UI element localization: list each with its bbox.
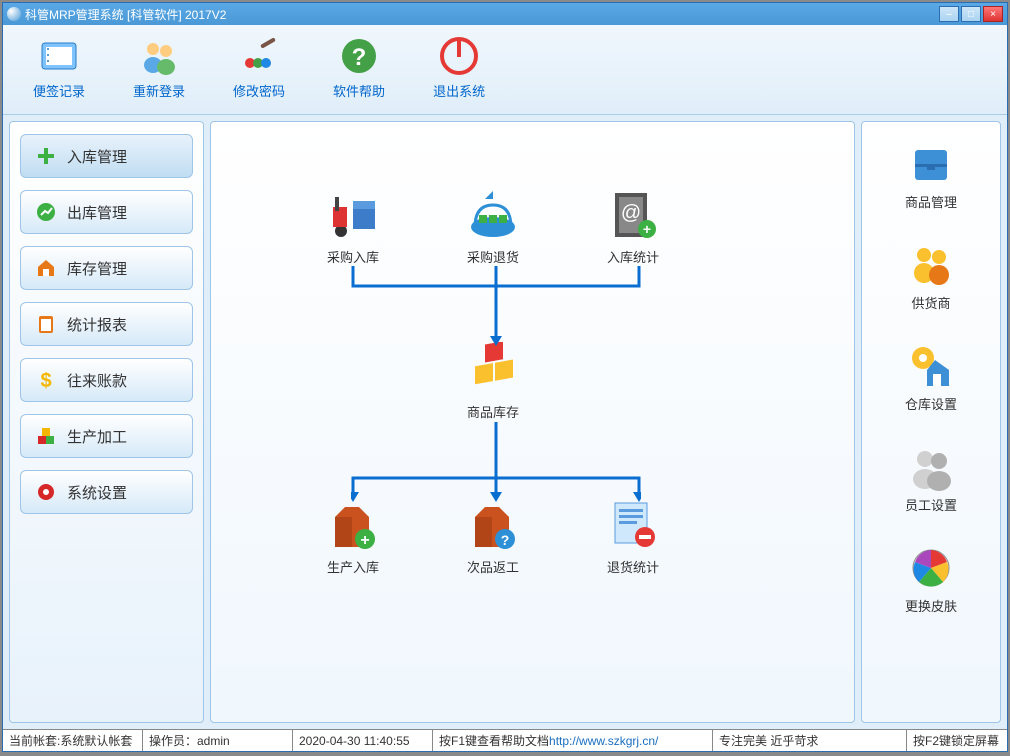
password-icon — [238, 35, 280, 77]
production-icon — [35, 425, 57, 447]
sidebar-item-label: 生产加工 — [67, 426, 127, 447]
purchase-return-icon — [465, 187, 521, 243]
close-button[interactable]: × — [983, 6, 1003, 22]
relogin-button[interactable]: 重新登录 — [133, 35, 185, 104]
flow-label: 入库统计 — [607, 247, 659, 266]
right-label: 供货商 — [911, 293, 950, 312]
sidebar-item-outbound[interactable]: 出库管理 — [20, 190, 193, 234]
flow-defect-return[interactable]: ? 次品返工 — [465, 497, 521, 576]
right-label: 员工设置 — [905, 495, 957, 514]
notes-label: 便签记录 — [33, 81, 85, 100]
products-icon — [907, 140, 955, 188]
sidebar-item-reports[interactable]: 统计报表 — [20, 302, 193, 346]
accounts-icon: $ — [35, 369, 57, 391]
inbound-icon — [35, 145, 57, 167]
help-button[interactable]: ? 软件帮助 — [333, 35, 385, 104]
title-bar: 科管MRP管理系统 [科管软件] 2017V2 – □ × — [3, 3, 1007, 25]
help-link[interactable]: http://www.szkgrj.cn/ — [549, 734, 658, 748]
stock-icon — [465, 342, 521, 398]
inventory-icon — [35, 257, 57, 279]
sidebar-item-label: 出库管理 — [67, 202, 127, 223]
svg-text:?: ? — [352, 44, 367, 71]
outbound-icon — [35, 201, 57, 223]
sidebar-item-label: 往来账款 — [67, 370, 127, 391]
svg-text:+: + — [360, 532, 369, 549]
app-window: 科管MRP管理系统 [科管软件] 2017V2 – □ × 便签记录 重新登录 修改… — [2, 2, 1008, 752]
sidebar-left: 入库管理出库管理库存管理统计报表 $ 往来账款生产加工系统设置 — [9, 121, 204, 723]
right-label: 仓库设置 — [905, 394, 957, 413]
status-lock: 按F2键锁定屏幕 — [907, 730, 1007, 751]
right-label: 商品管理 — [905, 192, 957, 211]
right-item-skin[interactable]: 更换皮肤 — [905, 544, 957, 615]
flow-in-stats[interactable]: @+ 入库统计 — [605, 187, 661, 266]
flow-prod-in[interactable]: + 生产入库 — [325, 497, 381, 576]
in-stats-icon: @+ — [605, 187, 661, 243]
exit-button[interactable]: 退出系统 — [433, 35, 485, 104]
return-stats-icon — [605, 497, 661, 553]
app-icon — [7, 7, 21, 21]
suppliers-icon — [907, 241, 955, 289]
flow-label: 次品返工 — [467, 557, 519, 576]
svg-text:?: ? — [501, 532, 510, 548]
status-operator: 操作员：admin — [143, 730, 293, 751]
body-area: 入库管理出库管理库存管理统计报表$往来账款生产加工系统设置 采购入库采购退货@+… — [3, 115, 1007, 729]
status-help: 按F1键查看帮助文档 http://www.szkgrj.cn/ — [433, 730, 713, 751]
sidebar-item-accounts[interactable]: $ 往来账款 — [20, 358, 193, 402]
window-title: 科管MRP管理系统 [科管软件] 2017V2 — [25, 6, 939, 23]
reports-icon — [35, 313, 57, 335]
sidebar-item-inbound[interactable]: 入库管理 — [20, 134, 193, 178]
sidebar-item-label: 统计报表 — [67, 314, 127, 335]
minimize-button[interactable]: – — [939, 6, 959, 22]
staff-icon — [907, 443, 955, 491]
flow-label: 采购退货 — [467, 247, 519, 266]
svg-text:$: $ — [40, 370, 51, 391]
settings-icon — [35, 481, 57, 503]
help-label: 软件帮助 — [333, 81, 385, 100]
sidebar-item-settings[interactable]: 系统设置 — [20, 470, 193, 514]
purchase-in-icon — [325, 187, 381, 243]
status-datetime: 2020-04-30 11:40:55 — [293, 730, 433, 751]
sidebar-item-label: 库存管理 — [67, 258, 127, 279]
sidebar-item-label: 入库管理 — [67, 146, 127, 167]
flow-label: 商品库存 — [467, 402, 519, 421]
flow-stock[interactable]: 商品库存 — [465, 342, 521, 421]
svg-text:@: @ — [621, 202, 641, 224]
notes-icon — [38, 35, 80, 77]
flow-purchase-return[interactable]: 采购退货 — [465, 187, 521, 266]
relogin-icon — [138, 35, 180, 77]
right-item-products[interactable]: 商品管理 — [905, 140, 957, 211]
prod-in-icon: + — [325, 497, 381, 553]
right-label: 更换皮肤 — [905, 596, 957, 615]
right-item-warehouse[interactable]: 仓库设置 — [905, 342, 957, 413]
notes-button[interactable]: 便签记录 — [33, 35, 85, 104]
right-item-suppliers[interactable]: 供货商 — [907, 241, 955, 312]
password-button[interactable]: 修改密码 — [233, 35, 285, 104]
maximize-button[interactable]: □ — [961, 6, 981, 22]
status-bar: 当前帐套:系统默认帐套 操作员：admin 2020-04-30 11:40:5… — [3, 729, 1007, 751]
exit-label: 退出系统 — [433, 81, 485, 100]
flow-label: 生产入库 — [327, 557, 379, 576]
right-item-staff[interactable]: 员工设置 — [905, 443, 957, 514]
relogin-label: 重新登录 — [133, 81, 185, 100]
svg-text:+: + — [643, 221, 651, 237]
password-label: 修改密码 — [233, 81, 285, 100]
flow-label: 采购入库 — [327, 247, 379, 266]
warehouse-icon — [907, 342, 955, 390]
sidebar-item-production[interactable]: 生产加工 — [20, 414, 193, 458]
status-slogan: 专注完美 近乎苛求 — [713, 730, 907, 751]
sidebar-right: 商品管理供货商仓库设置员工设置更换皮肤 — [861, 121, 1001, 723]
sidebar-item-label: 系统设置 — [67, 482, 127, 503]
flow-return-stats[interactable]: 退货统计 — [605, 497, 661, 576]
status-account: 当前帐套:系统默认帐套 — [3, 730, 143, 751]
exit-icon — [438, 35, 480, 77]
skin-icon — [907, 544, 955, 592]
help-icon: ? — [338, 35, 380, 77]
main-panel: 采购入库采购退货@+入库统计商品库存+生产入库?次品返工退货统计 — [210, 121, 855, 723]
toolbar: 便签记录 重新登录 修改密码? 软件帮助 退出系统 — [3, 25, 1007, 115]
flow-label: 退货统计 — [607, 557, 659, 576]
flow-purchase-in[interactable]: 采购入库 — [325, 187, 381, 266]
window-controls: – □ × — [939, 6, 1003, 22]
defect-return-icon: ? — [465, 497, 521, 553]
sidebar-item-inventory[interactable]: 库存管理 — [20, 246, 193, 290]
